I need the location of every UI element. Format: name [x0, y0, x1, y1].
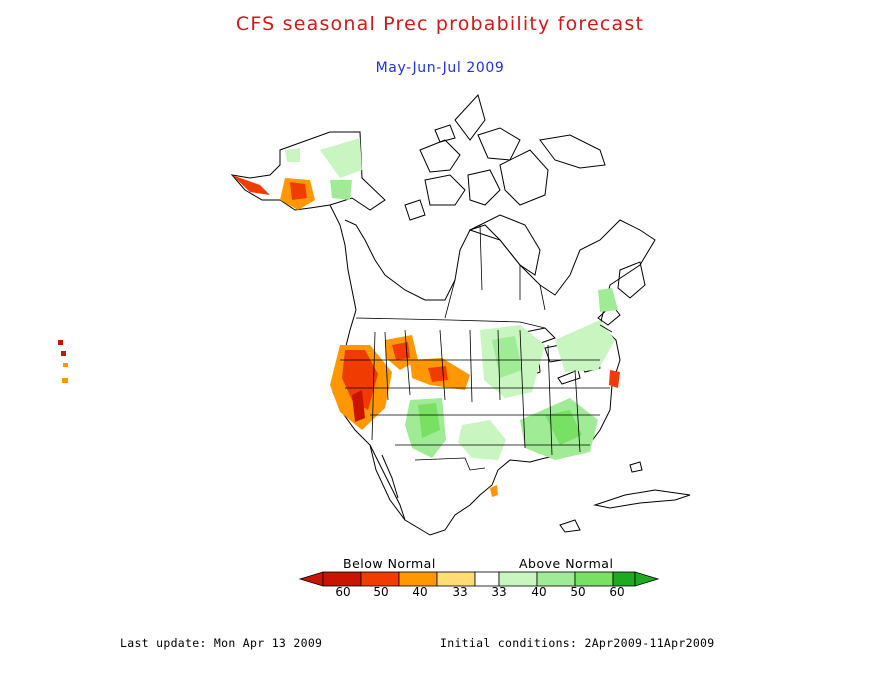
legend-tick-label: 33 [491, 585, 506, 599]
above-normal-regions [285, 138, 618, 460]
legend-tick-label: 60 [609, 585, 624, 599]
political-borders [340, 224, 613, 471]
below-normal-regions [232, 175, 620, 497]
last-update-text: Last update: Mon Apr 13 2009 [120, 636, 323, 650]
legend-swatch-below-50 [360, 571, 400, 587]
continent-coastline [332, 219, 656, 536]
hudson-bay-outline [468, 214, 541, 276]
legend-swatch-above-60 [612, 571, 636, 587]
legend-tick-label: 33 [452, 585, 467, 599]
legend-tick-label: 50 [373, 585, 388, 599]
alaska-outline [230, 131, 386, 211]
legend-tick-label: 40 [412, 585, 427, 599]
map-title: CFS seasonal Prec probability forecast [235, 13, 645, 35]
newfoundland [617, 261, 646, 299]
legend-above-normal-label: Above Normal [519, 556, 614, 571]
legend-swatch-below-33 [436, 571, 476, 587]
legend-tick-labels: 60 50 40 33 33 40 50 60 [335, 585, 624, 599]
legend-tick-label: 50 [570, 585, 585, 599]
legend-tick-label: 60 [335, 585, 350, 599]
map-subtitle: May-Jun-Jul 2009 [375, 60, 505, 76]
legend-swatch-normal [474, 571, 500, 587]
legend-arrow-left [298, 571, 324, 587]
legend-swatch-below-40 [398, 571, 438, 587]
legend-colorbar [298, 571, 660, 587]
baja-california [369, 444, 406, 521]
legend-swatch-above-50 [574, 571, 614, 587]
legend-arrow-right [634, 571, 660, 587]
caribbean-islands [559, 461, 691, 533]
legend-swatch-above-33 [498, 571, 538, 587]
initial-conditions-text: Initial conditions: 2Apr2009-11Apr2009 [440, 636, 715, 650]
legend-tick-label: 40 [531, 585, 546, 599]
arctic-islands [404, 94, 606, 221]
hawaii-islands [58, 340, 68, 383]
legend-below-normal-label: Below Normal [343, 556, 436, 571]
legend-swatch-above-40 [536, 571, 576, 587]
alaska-panhandle-coast [329, 204, 357, 311]
legend-swatch-below-60 [322, 571, 362, 587]
